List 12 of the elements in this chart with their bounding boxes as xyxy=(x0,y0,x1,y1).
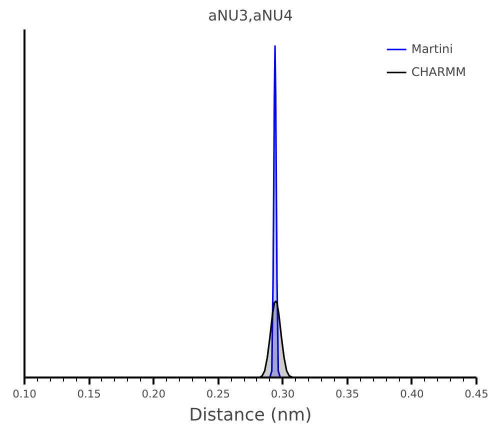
x-tick-label: 0.30 xyxy=(270,388,295,400)
x-tick-label: 0.45 xyxy=(464,388,488,400)
legend-label: Martini xyxy=(411,42,453,56)
legend-label: CHARMM xyxy=(411,65,466,79)
x-tick-label: 0.15 xyxy=(77,388,101,400)
x-tick-label: 0.20 xyxy=(142,388,166,400)
x-axis-title: Distance (nm) xyxy=(189,406,312,426)
chart-title: aNU3,aNU4 xyxy=(208,8,293,24)
x-tick-label: 0.40 xyxy=(400,388,424,400)
x-tick-label: 0.10 xyxy=(12,388,37,400)
x-tick-label: 0.35 xyxy=(335,388,360,400)
x-tick-label: 0.25 xyxy=(206,388,230,400)
